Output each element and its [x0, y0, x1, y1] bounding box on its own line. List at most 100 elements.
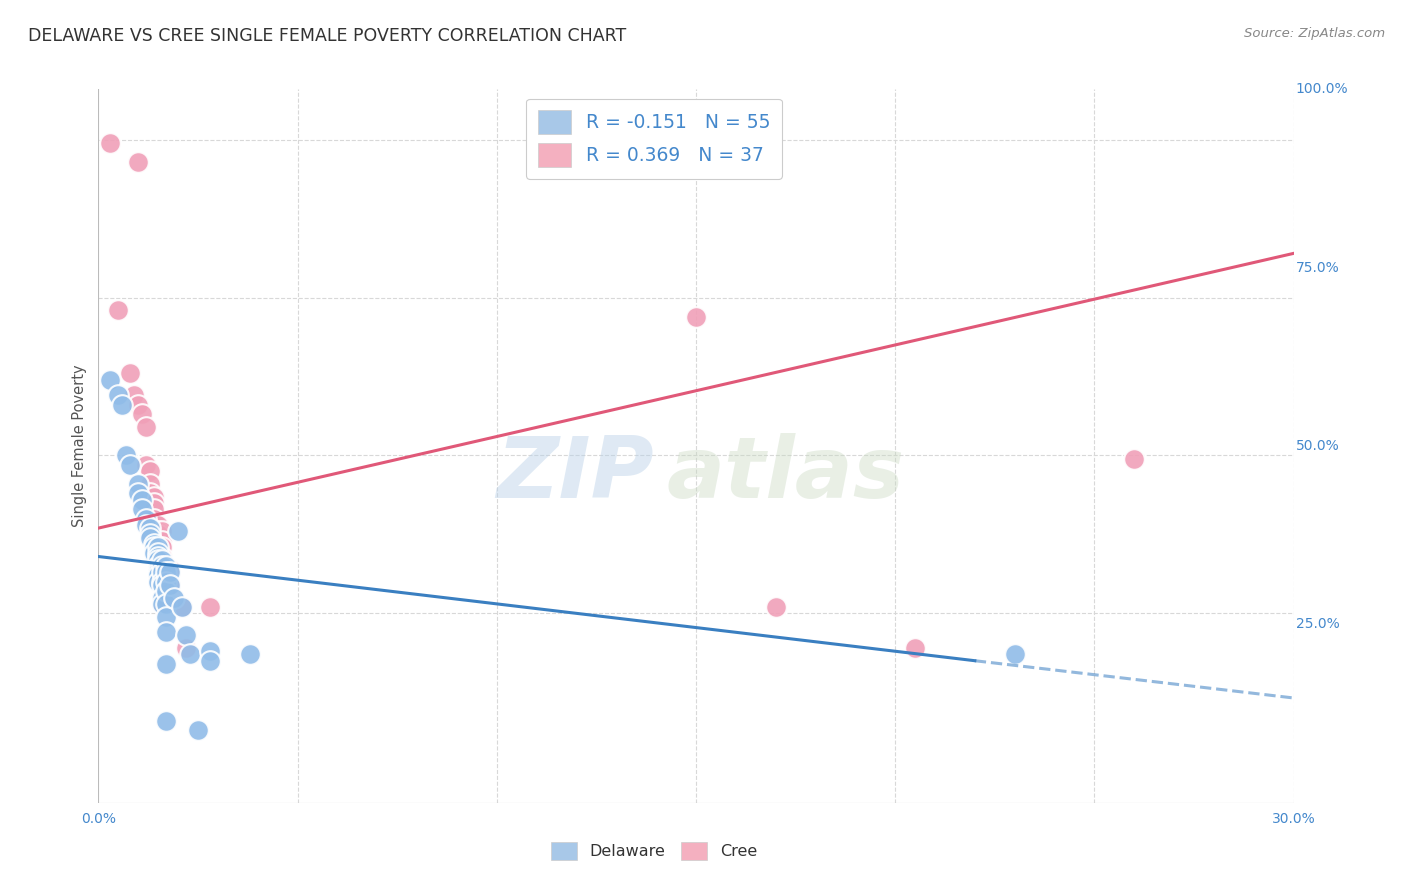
Point [159, 562, 181, 576]
Text: 0.0%: 0.0% [82, 813, 115, 826]
Point [198, 654, 221, 668]
Point [150, 566, 173, 580]
Point [131, 492, 153, 507]
Point [143, 496, 166, 510]
Point [148, 517, 170, 532]
Point [143, 511, 166, 525]
Point [135, 420, 157, 434]
Point [135, 458, 157, 472]
Point [904, 641, 927, 656]
Point [139, 521, 162, 535]
Point [148, 549, 170, 564]
Point [139, 476, 162, 491]
Point [131, 408, 153, 422]
Point [155, 566, 177, 580]
Point [150, 524, 173, 539]
Point [150, 578, 173, 592]
Point [98, 373, 122, 387]
Point [148, 533, 170, 548]
Text: 30.0%: 30.0% [1271, 813, 1316, 826]
Text: ZIP: ZIP [496, 433, 654, 516]
Text: atlas: atlas [666, 433, 904, 516]
Point [148, 566, 170, 580]
Point [139, 464, 162, 478]
Point [124, 388, 146, 402]
Point [135, 511, 157, 525]
Point [139, 486, 162, 500]
Point [198, 644, 221, 658]
Point [148, 568, 170, 582]
Point [143, 490, 166, 504]
Point [155, 625, 177, 640]
Point [150, 549, 173, 564]
Point [155, 597, 177, 611]
Point [172, 600, 194, 615]
Point [131, 502, 153, 516]
Point [1004, 648, 1026, 662]
Point [127, 398, 149, 412]
Legend: Delaware, Cree: Delaware, Cree [546, 836, 763, 866]
Point [174, 641, 197, 656]
Point [148, 527, 170, 541]
Point [150, 597, 173, 611]
Point [143, 537, 166, 551]
Point [148, 574, 170, 589]
Point [155, 657, 177, 671]
Point [111, 398, 134, 412]
Point [159, 578, 181, 592]
Point [159, 566, 181, 580]
Text: Source: ZipAtlas.com: Source: ZipAtlas.com [1244, 27, 1385, 40]
Point [127, 154, 149, 169]
Point [148, 559, 170, 574]
Point [159, 578, 181, 592]
Point [127, 476, 149, 491]
Point [765, 600, 787, 615]
Point [150, 574, 173, 589]
Point [148, 540, 170, 554]
Point [150, 597, 173, 611]
Text: 50.0%: 50.0% [1296, 439, 1340, 453]
Point [179, 648, 201, 662]
Point [127, 486, 149, 500]
Point [120, 458, 142, 472]
Point [685, 310, 707, 324]
Point [148, 552, 170, 566]
Point [98, 136, 122, 150]
Text: DELAWARE VS CREE SINGLE FEMALE POVERTY CORRELATION CHART: DELAWARE VS CREE SINGLE FEMALE POVERTY C… [28, 27, 626, 45]
Point [167, 524, 190, 539]
Point [645, 154, 668, 169]
Point [135, 517, 157, 532]
Point [155, 574, 177, 589]
Point [148, 566, 170, 580]
Point [150, 552, 173, 566]
Point [187, 723, 209, 738]
Point [120, 367, 142, 381]
Point [148, 540, 170, 554]
Y-axis label: Single Female Poverty: Single Female Poverty [72, 365, 87, 527]
Point [150, 559, 173, 574]
Point [163, 591, 186, 605]
Point [155, 584, 177, 599]
Point [155, 714, 177, 728]
Point [174, 628, 197, 642]
Point [172, 600, 194, 615]
Point [239, 648, 262, 662]
Point [1123, 451, 1146, 466]
Point [143, 502, 166, 516]
Point [139, 527, 162, 541]
Point [115, 449, 138, 463]
Point [155, 609, 177, 624]
Point [150, 591, 173, 605]
Point [148, 562, 170, 576]
Point [148, 546, 170, 560]
Point [150, 540, 173, 554]
Text: 25.0%: 25.0% [1296, 617, 1340, 632]
Text: 100.0%: 100.0% [1296, 82, 1348, 96]
Text: 75.0%: 75.0% [1296, 260, 1340, 275]
Point [148, 552, 170, 566]
Point [198, 600, 221, 615]
Point [107, 303, 129, 318]
Point [143, 546, 166, 560]
Point [148, 524, 170, 539]
Point [139, 531, 162, 545]
